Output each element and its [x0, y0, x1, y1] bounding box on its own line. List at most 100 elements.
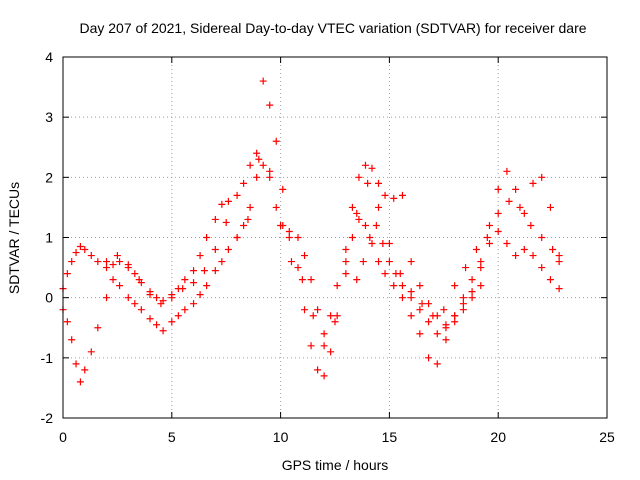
- data-point: [527, 221, 535, 229]
- data-point: [68, 336, 76, 344]
- data-point: [224, 246, 232, 254]
- data-point: [94, 324, 102, 332]
- data-point: [124, 261, 132, 269]
- data-point: [307, 342, 315, 350]
- data-point: [546, 203, 554, 211]
- data-point: [353, 209, 361, 217]
- data-point: [320, 342, 328, 350]
- data-point: [433, 360, 441, 368]
- data-point: [477, 264, 485, 272]
- data-point: [218, 200, 226, 208]
- data-point: [451, 312, 459, 320]
- data-point: [451, 282, 459, 290]
- data-point: [211, 215, 219, 223]
- data-point: [146, 315, 154, 323]
- data-point: [181, 276, 189, 284]
- x-tick-label: 20: [490, 429, 506, 445]
- data-point: [494, 209, 502, 217]
- data-point: [240, 179, 248, 187]
- data-point: [255, 155, 263, 163]
- data-point: [103, 264, 111, 272]
- data-point: [520, 209, 528, 217]
- data-point: [196, 252, 204, 260]
- x-tick-label: 15: [382, 429, 398, 445]
- data-point: [359, 258, 367, 266]
- data-point: [259, 161, 267, 169]
- data-point: [76, 378, 84, 386]
- data-point: [416, 330, 424, 338]
- y-tick-label: 4: [45, 49, 53, 65]
- data-point: [372, 221, 380, 229]
- data-point: [253, 173, 261, 181]
- data-point: [203, 282, 211, 290]
- series-track-2: [59, 77, 563, 386]
- x-tick-label: 0: [59, 429, 67, 445]
- data-point: [301, 252, 309, 260]
- data-point: [342, 258, 350, 266]
- data-point: [364, 179, 372, 187]
- data-point: [246, 203, 254, 211]
- data-point: [355, 173, 363, 181]
- data-point: [368, 164, 376, 172]
- data-point: [116, 258, 124, 266]
- data-point: [131, 270, 139, 278]
- data-point: [429, 312, 437, 320]
- data-point: [398, 191, 406, 199]
- data-point: [298, 276, 306, 284]
- data-point: [279, 185, 287, 193]
- data-point: [309, 312, 317, 320]
- y-axis-label: SDTVAR / TECUs: [6, 182, 22, 294]
- data-point: [331, 318, 339, 326]
- x-tick-label: 10: [273, 429, 289, 445]
- data-point: [81, 366, 89, 374]
- data-point: [462, 264, 470, 272]
- data-point: [233, 234, 241, 241]
- data-point: [381, 270, 389, 278]
- data-point: [211, 267, 219, 275]
- data-point: [538, 173, 546, 181]
- data-point: [63, 318, 71, 326]
- data-point: [272, 203, 280, 211]
- data-point: [353, 276, 361, 284]
- y-tick-label: 0: [45, 290, 53, 306]
- data-point: [459, 300, 467, 308]
- axis-ticks: 0 5 10 15 20 25 -2 -1 0 1 2 3 4: [41, 49, 615, 445]
- data-point: [76, 243, 84, 251]
- data-point: [505, 197, 513, 205]
- y-tick-label: 3: [45, 109, 53, 125]
- data-point: [538, 234, 546, 241]
- data-point: [333, 282, 341, 290]
- data-point: [416, 306, 424, 314]
- data-point: [200, 267, 208, 275]
- y-tick-label: 2: [45, 169, 53, 185]
- data-point: [137, 306, 145, 314]
- y-tick-label: -1: [41, 350, 54, 366]
- data-point: [477, 282, 485, 290]
- data-point: [361, 161, 369, 169]
- data-point: [355, 215, 363, 223]
- data-point: [407, 258, 415, 266]
- data-point: [266, 167, 274, 175]
- data-point: [529, 179, 537, 187]
- data-point: [168, 294, 176, 302]
- data-point: [124, 294, 132, 302]
- grid-lines: [63, 57, 607, 418]
- data-point: [361, 221, 369, 229]
- data-point: [468, 276, 476, 284]
- data-point: [190, 300, 198, 308]
- data-point: [266, 173, 274, 181]
- series-track-3: [103, 155, 563, 350]
- data-point: [468, 288, 476, 296]
- data-point: [244, 215, 252, 223]
- data-point: [333, 312, 341, 320]
- data-point: [224, 197, 232, 205]
- data-point: [287, 258, 295, 266]
- data-point: [81, 246, 89, 254]
- data-point: [459, 306, 467, 314]
- data-point: [385, 240, 393, 248]
- data-point: [425, 300, 433, 308]
- data-point: [442, 336, 450, 344]
- data-point: [190, 267, 198, 275]
- data-point: [485, 240, 493, 248]
- data-point: [468, 294, 476, 302]
